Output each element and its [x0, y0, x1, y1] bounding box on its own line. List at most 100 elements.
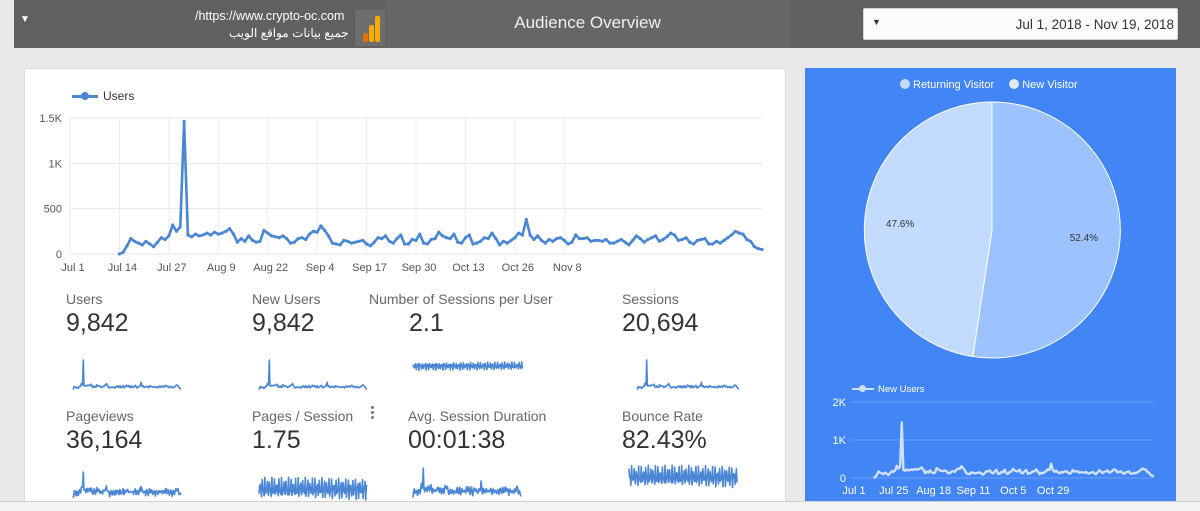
metric-pages-per-session: Pages / Session 1.75: [252, 408, 353, 455]
data-point: [125, 244, 129, 248]
brand-subtitle: جميع بيانات مواقع الويب: [229, 26, 349, 40]
data-point: [338, 243, 342, 247]
y-tick-label: 2K: [833, 397, 847, 409]
metric-value: 00:01:38: [408, 426, 506, 454]
data-point: [136, 241, 140, 245]
data-point: [326, 234, 331, 238]
metric-sessions: Sessions 20,694: [622, 291, 698, 338]
data-point: [714, 239, 719, 243]
data-point: [619, 237, 623, 242]
data-point: [292, 240, 296, 244]
pie-slice-new-visitor: [972, 101, 1121, 359]
data-point: [422, 241, 426, 245]
data-point: [403, 242, 407, 246]
data-point: [391, 241, 395, 245]
more-options-icon[interactable]: [368, 404, 376, 422]
data-point: [163, 237, 167, 242]
data-point: [574, 233, 578, 237]
x-tick-label: Aug 22: [253, 262, 288, 274]
metric-label: Pages / Session: [252, 408, 354, 424]
y-tick-label: 1.5K: [39, 113, 62, 125]
x-tick-label: Jul 27: [157, 262, 186, 274]
data-point: [528, 233, 532, 237]
account-selector[interactable]: https://www.crypto-oc.com/ جميع بيانات م…: [195, 6, 385, 46]
data-point: [634, 234, 639, 238]
data-point: [152, 245, 156, 249]
metric-value: 1.75: [252, 426, 301, 454]
data-point: [167, 234, 171, 238]
data-point: [741, 232, 745, 236]
data-point: [524, 217, 528, 222]
data-point: [441, 234, 445, 238]
data-point: [178, 225, 182, 229]
sparkline-path: [412, 467, 522, 498]
data-point: [384, 234, 388, 238]
data-point: [722, 238, 726, 242]
users-overview-card: [24, 68, 786, 511]
data-point: [547, 237, 551, 242]
sparkline-path: [258, 359, 368, 390]
metric-label: Number of Sessions per User: [369, 291, 553, 307]
data-point: [319, 224, 323, 228]
sparkline-path: [636, 359, 740, 390]
data-point: [330, 241, 334, 245]
data-point: [395, 237, 399, 241]
caret-down-icon[interactable]: ▼: [872, 17, 881, 27]
sparkline-path: [412, 361, 524, 372]
data-point: [429, 237, 433, 242]
data-point: [159, 236, 163, 240]
data-point: [121, 250, 125, 254]
data-point: [117, 252, 121, 256]
metric-value: 20,694: [622, 309, 699, 337]
data-point: [361, 238, 365, 242]
y-tick-label: 1K: [833, 435, 847, 447]
sparkline-path: [72, 471, 182, 498]
data-point: [201, 233, 205, 237]
data-point: [205, 231, 209, 235]
data-point: [433, 237, 437, 241]
metric-label: Avg. Session Duration: [408, 408, 547, 424]
legend-label: Users: [103, 89, 135, 103]
data-point: [517, 231, 521, 235]
data-point: [140, 243, 144, 247]
metric-pageviews: Pageviews 36,164: [66, 408, 142, 455]
data-point: [707, 242, 711, 246]
sparkline-pages-per-session: [258, 476, 368, 501]
data-point: [460, 241, 464, 245]
data-point: [349, 241, 353, 245]
data-point: [216, 232, 220, 236]
x-tick-label: Aug 9: [207, 262, 236, 274]
data-point: [505, 241, 509, 245]
legend-label: New Users: [878, 384, 925, 395]
data-point: [733, 229, 738, 233]
data-point: [376, 236, 380, 240]
new-users-line-chart: 0 1K 2K Jul 1 Jul 25 Aug 18 Sep 11 Oct 5 Oct 29: [833, 397, 1155, 497]
x-tick-label: Sep 30: [402, 262, 437, 274]
data-point: [307, 232, 312, 236]
metric-avg-session-duration: Avg. Session Duration 00:01:38: [408, 408, 546, 455]
metric-bounce-rate: Bounce Rate 82.43%: [622, 408, 707, 455]
metric-label: New Users: [252, 291, 321, 307]
data-point: [448, 237, 452, 241]
sparkline-users: [72, 359, 182, 390]
data-point: [585, 236, 589, 240]
metric-label: Bounce Rate: [622, 408, 703, 424]
sparkline-path: [628, 464, 738, 489]
data-point: [129, 237, 133, 241]
data-point: [539, 238, 544, 242]
caret-down-icon[interactable]: ▼: [20, 14, 30, 25]
data-point: [749, 239, 753, 243]
data-point: [653, 234, 658, 238]
legend-dot: [1009, 79, 1020, 89]
data-point: [186, 233, 190, 237]
metric-value: 82.43%: [622, 426, 707, 454]
data-point: [235, 240, 239, 244]
metric-users: Users 9,842: [66, 291, 129, 338]
data-point: [174, 229, 179, 233]
data-point: [695, 238, 700, 242]
data-point: [193, 232, 198, 236]
data-point: [269, 234, 274, 238]
sparkline-path: [258, 476, 368, 501]
date-range-picker[interactable]: ▼ Jul 1, 2018 - Nov 19, 2018: [863, 8, 1178, 40]
data-point: [612, 241, 616, 245]
